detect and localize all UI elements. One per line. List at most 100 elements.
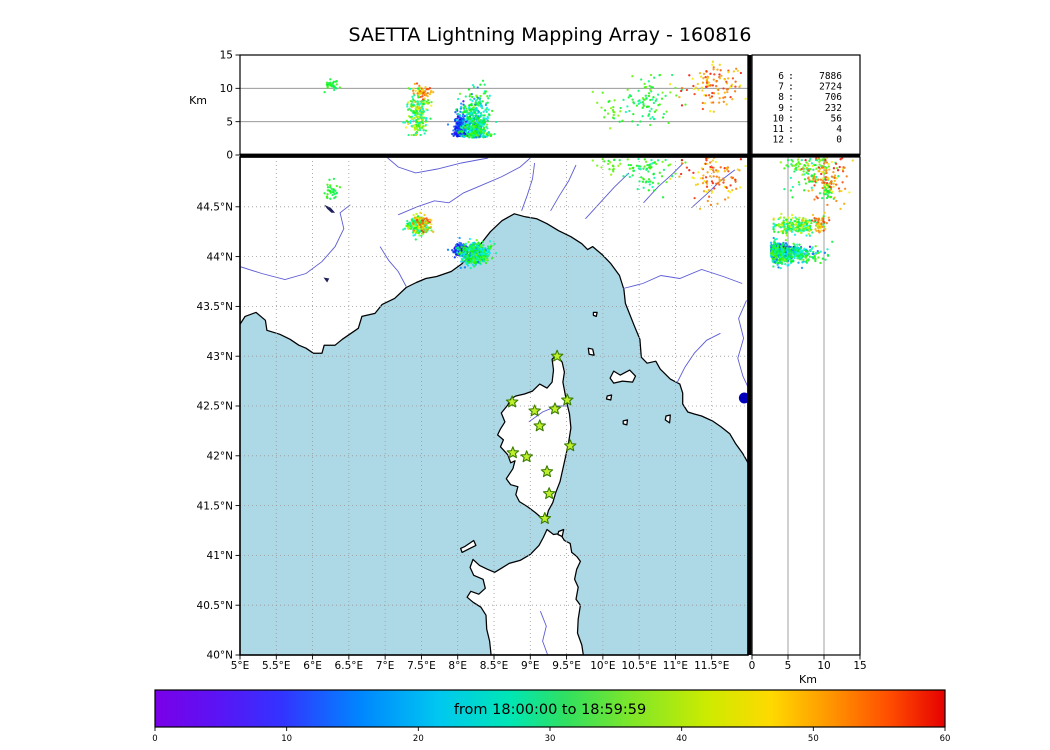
stats-station: 11 xyxy=(773,124,785,135)
stats-colon: : xyxy=(788,103,794,114)
stats-colon: : xyxy=(788,82,794,93)
colorbar-tick-label: 60 xyxy=(940,734,951,744)
landmass xyxy=(622,419,629,426)
landmass xyxy=(240,157,748,464)
map-panel xyxy=(240,157,748,655)
altitude-tick-label: 5 xyxy=(226,116,233,128)
colorbar-gradient xyxy=(154,689,946,728)
blue-dot-marker xyxy=(738,392,748,404)
station-star xyxy=(506,446,520,459)
river xyxy=(623,269,743,289)
station-count-rows: 6: 7886 7: 2724 8: 706 9: 232 10: 56 11: 4 12: 0 xyxy=(773,71,843,146)
map-y-tick-label: 41.5°N xyxy=(197,500,233,512)
altitude-longitude-panel xyxy=(240,55,748,155)
map-y-tick-label: 42°N xyxy=(207,451,233,463)
station-star xyxy=(520,450,533,463)
stats-count: 0 xyxy=(836,135,842,146)
stats-station: 8 xyxy=(778,92,784,103)
stats-count: 4 xyxy=(836,124,842,135)
map-x-tick-label: 6.5°E xyxy=(335,660,364,672)
map-y-tick-label: 42.5°N xyxy=(197,401,233,413)
colorbar-tick-label: 20 xyxy=(413,734,424,744)
river xyxy=(643,162,684,204)
colorbar-tick-label: 50 xyxy=(808,734,819,744)
rivers xyxy=(240,157,748,655)
top-axis-unit-label: Km xyxy=(189,94,207,107)
landmass xyxy=(459,539,477,554)
map-x-tick-label: 8.5°E xyxy=(480,660,509,672)
map-x-tick-label: 9.5°E xyxy=(552,660,581,672)
map-x-tick-label: 10.5°E xyxy=(622,660,657,672)
map-y-tick-label: 41°N xyxy=(207,550,233,562)
river xyxy=(240,204,351,280)
landmass xyxy=(557,528,565,538)
stats-colon: : xyxy=(788,113,794,124)
right-axis-unit-label: Km xyxy=(799,673,817,686)
map-x-tick-label: 6°E xyxy=(303,660,322,672)
panel-dividers xyxy=(240,55,860,655)
altitude-latitude-background xyxy=(752,157,860,655)
station-star xyxy=(540,465,554,478)
colorbar-tick-label: 10 xyxy=(281,734,292,744)
map-x-tick-label: 11°E xyxy=(663,660,688,672)
altitude-x-tick-label: 5 xyxy=(785,660,792,672)
stats-station: 12 xyxy=(773,135,784,146)
altitude-panel-gridlines xyxy=(240,87,748,123)
station-markers xyxy=(505,349,577,524)
station-star xyxy=(563,439,577,452)
altitude-latitude-gridlines xyxy=(787,157,825,655)
map-gridlines xyxy=(240,157,748,655)
stats-colon: : xyxy=(788,124,794,135)
map-x-tick-label: 7°E xyxy=(376,660,395,672)
map-y-tick-label: 43°N xyxy=(207,351,233,363)
lake xyxy=(323,277,330,283)
altitude-tick-label: 10 xyxy=(220,83,233,95)
river xyxy=(691,169,736,209)
landmass xyxy=(587,347,595,356)
lightning-points-map xyxy=(323,157,747,270)
axis-ticks: 5°E 5.5°E 6°E 6.5°E 7°E 7.5°E 8°E 8.5°E 9°E 9.5°E… xyxy=(197,50,867,672)
colorbar-tick-label: 0 xyxy=(152,734,157,744)
river xyxy=(521,162,536,211)
river xyxy=(550,164,577,212)
figure-title: SAETTA Lightning Mapping Array - 160816 xyxy=(349,24,752,46)
station-star xyxy=(550,349,564,362)
station-stats-panel: 6: 7886 7: 2724 8: 706 9: 232 10: 56 11: 4 12: 0 xyxy=(752,55,860,155)
altitude-tick-label: 15 xyxy=(220,50,233,62)
colorbar-tick-label: 40 xyxy=(676,734,687,744)
stats-colon: : xyxy=(788,71,794,82)
lightning-points-lon-alt xyxy=(323,60,747,139)
stats-station: 7 xyxy=(778,82,784,93)
map-x-tick-label: 7.5°E xyxy=(407,660,436,672)
stats-station: 9 xyxy=(778,103,784,114)
river xyxy=(448,157,531,204)
river xyxy=(528,405,568,423)
river xyxy=(539,611,549,655)
map-y-tick-label: 44°N xyxy=(207,251,233,263)
river xyxy=(676,332,721,384)
map-y-tick-label: 40°N xyxy=(207,650,233,662)
coastlines xyxy=(240,157,748,655)
stats-station: 6 xyxy=(778,71,784,82)
blue-marker xyxy=(738,392,748,404)
station-star xyxy=(533,419,546,432)
map-x-tick-label: 11.5°E xyxy=(694,660,729,672)
altitude-tick-label: 0 xyxy=(226,150,233,162)
stats-count: 706 xyxy=(825,92,842,103)
lake xyxy=(324,204,336,213)
map-x-tick-label: 5.5°E xyxy=(262,660,291,672)
stats-count: 2724 xyxy=(819,82,842,93)
map-x-tick-label: 5°E xyxy=(231,660,250,672)
lightning-points-alt-lat xyxy=(769,157,854,270)
river xyxy=(379,246,407,287)
altitude-x-tick-label: 10 xyxy=(817,660,830,672)
stats-colon: : xyxy=(788,92,794,103)
stats-count: 56 xyxy=(831,113,843,124)
stats-colon: : xyxy=(788,135,794,146)
landmass xyxy=(466,528,584,655)
landmass xyxy=(592,311,598,318)
river xyxy=(398,200,450,216)
river xyxy=(386,157,489,174)
